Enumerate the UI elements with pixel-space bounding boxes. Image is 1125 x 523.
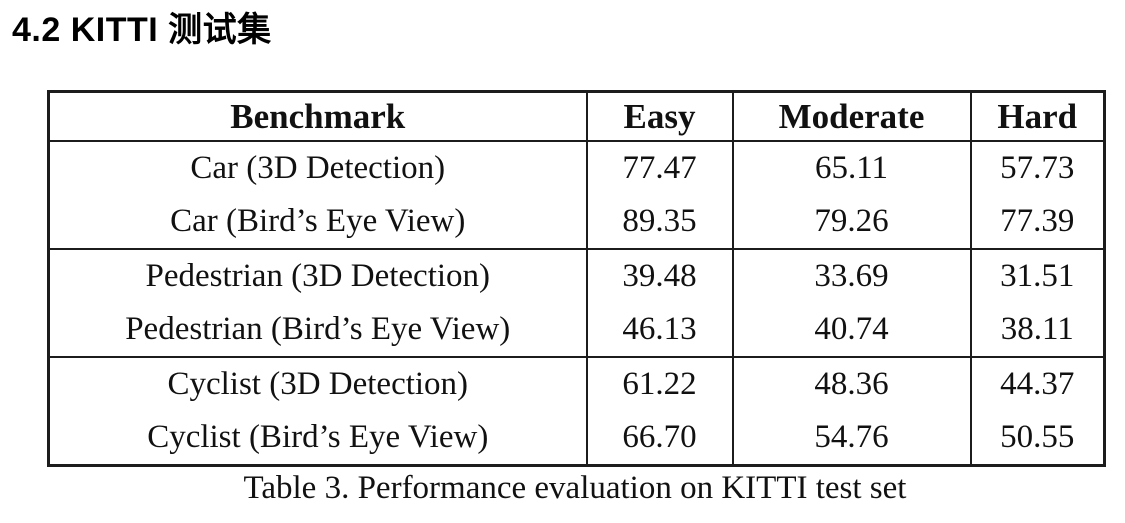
moderate-cell: 33.69 xyxy=(731,248,972,304)
col-header-easy: Easy xyxy=(585,91,734,143)
easy-cell: 89.35 xyxy=(585,195,734,250)
easy-cell: 46.13 xyxy=(585,303,734,358)
table-row: Cyclist (3D Detection) 61.22 48.36 44.37 xyxy=(47,356,1106,412)
kitti-results-table: Benchmark Easy Moderate Hard Car (3D Det… xyxy=(47,90,1106,468)
hard-cell: 57.73 xyxy=(969,141,1106,196)
col-header-benchmark: Benchmark xyxy=(47,91,588,143)
benchmark-cell: Cyclist (3D Detection) xyxy=(47,356,588,412)
hard-cell: 31.51 xyxy=(969,248,1106,304)
col-header-hard: Hard xyxy=(969,91,1106,143)
table-row: Cyclist (Bird’s Eye View) 66.70 54.76 50… xyxy=(47,411,1106,466)
table-row: Car (3D Detection) 77.47 65.11 57.73 xyxy=(47,141,1106,196)
hard-cell: 77.39 xyxy=(969,195,1106,250)
moderate-cell: 79.26 xyxy=(731,195,972,250)
moderate-cell: 65.11 xyxy=(731,141,972,196)
moderate-cell: 48.36 xyxy=(731,356,972,412)
benchmark-cell: Car (3D Detection) xyxy=(47,141,588,196)
benchmark-cell: Pedestrian (3D Detection) xyxy=(47,248,588,304)
hard-cell: 44.37 xyxy=(969,356,1106,412)
moderate-cell: 40.74 xyxy=(731,303,972,358)
hard-cell: 38.11 xyxy=(969,303,1106,358)
easy-cell: 39.48 xyxy=(585,248,734,304)
moderate-cell: 54.76 xyxy=(731,411,972,466)
table-row: Pedestrian (Bird’s Eye View) 46.13 40.74… xyxy=(47,303,1106,358)
benchmark-cell: Car (Bird’s Eye View) xyxy=(47,195,588,250)
table-row: Car (Bird’s Eye View) 89.35 79.26 77.39 xyxy=(47,195,1106,250)
section-heading: 4.2 KITTI 测试集 xyxy=(12,11,272,49)
easy-cell: 66.70 xyxy=(585,411,734,466)
col-header-moderate: Moderate xyxy=(731,91,972,143)
hard-cell: 50.55 xyxy=(969,411,1106,466)
easy-cell: 77.47 xyxy=(585,141,734,196)
table-caption: Table 3. Performance evaluation on KITTI… xyxy=(243,470,907,507)
easy-cell: 61.22 xyxy=(585,356,734,412)
benchmark-cell: Cyclist (Bird’s Eye View) xyxy=(47,411,588,466)
table-row: Pedestrian (3D Detection) 39.48 33.69 31… xyxy=(47,248,1106,304)
table-header-row: Benchmark Easy Moderate Hard xyxy=(47,91,1106,143)
benchmark-cell: Pedestrian (Bird’s Eye View) xyxy=(47,303,588,358)
